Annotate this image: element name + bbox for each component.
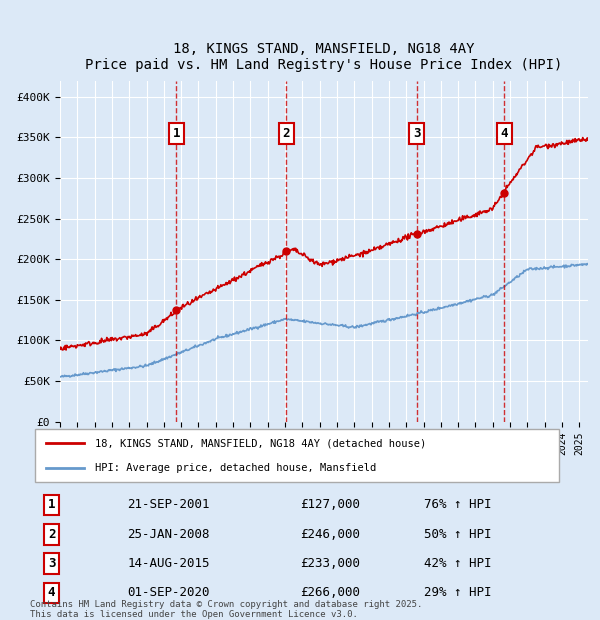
Text: 14-AUG-2015: 14-AUG-2015	[127, 557, 210, 570]
Text: 18, KINGS STAND, MANSFIELD, NG18 4AY (detached house): 18, KINGS STAND, MANSFIELD, NG18 4AY (de…	[95, 438, 426, 448]
Text: 50% ↑ HPI: 50% ↑ HPI	[424, 528, 492, 541]
Text: £246,000: £246,000	[300, 528, 360, 541]
Text: £266,000: £266,000	[300, 587, 360, 600]
Text: £127,000: £127,000	[300, 498, 360, 511]
Text: 21-SEP-2001: 21-SEP-2001	[127, 498, 210, 511]
Text: 76% ↑ HPI: 76% ↑ HPI	[424, 498, 492, 511]
Text: 3: 3	[413, 127, 421, 140]
Text: Contains HM Land Registry data © Crown copyright and database right 2025.
This d: Contains HM Land Registry data © Crown c…	[30, 600, 422, 619]
FancyBboxPatch shape	[35, 430, 559, 482]
Text: 1: 1	[48, 498, 55, 511]
Text: 2: 2	[283, 127, 290, 140]
Text: £233,000: £233,000	[300, 557, 360, 570]
Text: 2: 2	[48, 528, 55, 541]
Text: 01-SEP-2020: 01-SEP-2020	[127, 587, 210, 600]
Text: 1: 1	[173, 127, 180, 140]
Text: 3: 3	[48, 557, 55, 570]
Title: 18, KINGS STAND, MANSFIELD, NG18 4AY
Price paid vs. HM Land Registry's House Pri: 18, KINGS STAND, MANSFIELD, NG18 4AY Pri…	[85, 42, 563, 73]
Text: 25-JAN-2008: 25-JAN-2008	[127, 528, 210, 541]
Text: 4: 4	[48, 587, 55, 600]
Text: HPI: Average price, detached house, Mansfield: HPI: Average price, detached house, Mans…	[95, 463, 376, 473]
Text: 42% ↑ HPI: 42% ↑ HPI	[424, 557, 492, 570]
Text: 4: 4	[500, 127, 508, 140]
Text: 29% ↑ HPI: 29% ↑ HPI	[424, 587, 492, 600]
